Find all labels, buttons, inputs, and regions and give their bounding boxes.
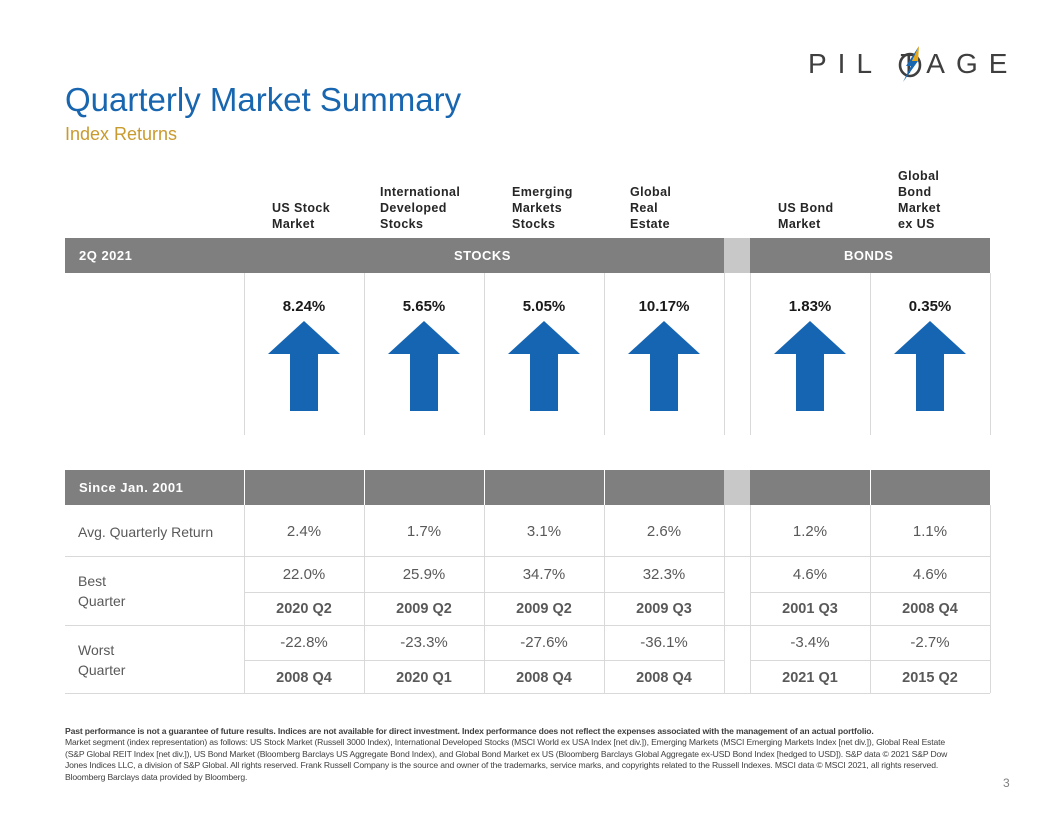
worst-value-global-bond-ex-us: -2.7% — [910, 634, 950, 651]
divider — [364, 470, 365, 505]
divider — [484, 273, 485, 435]
quarter-bar-gap — [724, 238, 750, 273]
divider — [244, 273, 245, 435]
worst-value-us-stock: -22.8% — [280, 634, 328, 651]
page-title: Quarterly Market Summary — [65, 81, 462, 118]
best-quarter-global-bond-ex-us: 2008 Q4 — [902, 601, 958, 617]
divider — [364, 505, 365, 693]
quarter-header-bar — [65, 238, 724, 273]
best-value-us-bond: 4.6% — [792, 566, 828, 583]
page-subtitle: Index Returns — [65, 124, 178, 144]
worst-quarter-us-bond: 2021 Q1 — [782, 670, 838, 686]
divider — [244, 505, 245, 693]
divider — [870, 505, 871, 693]
return-emerging: 5.05% — [522, 298, 566, 315]
up-arrow-icon — [894, 321, 966, 411]
worst-quarter-global-bond-ex-us: 2015 Q2 — [902, 670, 958, 686]
disclaimer-text: Past performance is not a guarantee of f… — [65, 726, 874, 736]
bonds-label: BONDS — [844, 248, 894, 263]
best-value-us-stock: 22.0% — [282, 566, 326, 583]
column-header-us-bond: US Bond Market — [778, 201, 834, 231]
divider — [484, 505, 485, 693]
best-value-emerging: 34.7% — [522, 566, 566, 583]
best-quarter-us-stock: 2020 Q2 — [276, 601, 332, 617]
worst-value-emerging: -27.6% — [520, 634, 568, 651]
divider — [604, 273, 605, 435]
row-divider — [65, 693, 990, 694]
worst-value-us-bond: -3.4% — [790, 634, 830, 651]
page-number: 3 — [1003, 776, 1010, 790]
divider — [604, 470, 605, 505]
best-quarter-label: Best Quarter — [78, 573, 126, 609]
worst-quarter-emerging: 2008 Q4 — [516, 670, 572, 686]
avg-us-stock: 2.4% — [286, 523, 322, 540]
avg-global-real-estate: 2.6% — [646, 523, 682, 540]
return-global-real-estate: 10.17% — [638, 298, 690, 315]
since-bar-gap — [724, 470, 750, 505]
up-arrow-icon — [774, 321, 846, 411]
up-arrow-icon — [388, 321, 460, 411]
avg-global-bond-ex-us: 1.1% — [912, 523, 948, 540]
divider — [750, 273, 751, 435]
avg-us-bond: 1.2% — [792, 523, 828, 540]
up-arrow-icon — [628, 321, 700, 411]
row-divider — [244, 660, 724, 661]
stocks-label: STOCKS — [454, 248, 511, 263]
bonds-header-bar — [750, 238, 990, 273]
divider — [724, 273, 725, 435]
worst-quarter-us-stock: 2008 Q4 — [276, 670, 332, 686]
return-us-bond: 1.83% — [788, 298, 832, 315]
divider — [750, 505, 751, 693]
column-header-global-bond-ex-us: Global Bond Market ex US — [898, 169, 941, 231]
return-global-bond-ex-us: 0.35% — [908, 298, 952, 315]
worst-quarter-intl-developed: 2020 Q1 — [396, 670, 452, 686]
worst-quarter-global-real-estate: 2008 Q4 — [636, 670, 692, 686]
best-value-intl-developed: 25.9% — [402, 566, 446, 583]
row-divider — [750, 592, 990, 593]
divider — [604, 505, 605, 693]
divider — [364, 273, 365, 435]
divider — [990, 505, 991, 693]
avg-quarterly-return-label: Avg. Quarterly Return — [78, 524, 214, 540]
divider — [484, 470, 485, 505]
divider — [870, 470, 871, 505]
column-header-us-stock: US Stock Market — [272, 201, 331, 231]
best-value-global-bond-ex-us: 4.6% — [912, 566, 948, 583]
return-intl-developed: 5.65% — [402, 298, 446, 315]
row-divider — [65, 556, 990, 557]
best-quarter-us-bond: 2001 Q3 — [782, 601, 838, 617]
divider — [870, 273, 871, 435]
column-header-intl-developed: International Developed Stocks — [380, 185, 461, 231]
row-divider — [65, 625, 990, 626]
divider — [244, 470, 245, 505]
column-header-emerging: Emerging Markets Stocks — [512, 185, 573, 231]
worst-value-intl-developed: -23.3% — [400, 634, 448, 651]
since-header-bar — [65, 470, 724, 505]
avg-emerging: 3.1% — [526, 523, 562, 540]
column-header-global-real-estate: Global Real Estate — [630, 185, 672, 231]
divider — [990, 273, 991, 435]
worst-value-global-real-estate: -36.1% — [640, 634, 688, 651]
quarter-period-label: 2Q 2021 — [79, 248, 133, 263]
best-quarter-emerging: 2009 Q2 — [516, 601, 572, 617]
up-arrow-icon — [508, 321, 580, 411]
up-arrow-icon — [268, 321, 340, 411]
pilotage-logo: PIL TAGE — [808, 46, 1007, 82]
return-us-stock: 8.24% — [282, 298, 326, 315]
worst-quarter-label: Worst Quarter — [78, 642, 126, 678]
divider — [724, 505, 725, 693]
best-quarter-global-real-estate: 2009 Q3 — [636, 601, 692, 617]
since-period-label: Since Jan. 2001 — [79, 480, 184, 495]
index-notes-text: Market segment (index representation) as… — [65, 737, 948, 782]
lightning-bolt-icon — [898, 46, 922, 82]
best-quarter-intl-developed: 2009 Q2 — [396, 601, 452, 617]
row-divider — [750, 660, 990, 661]
best-value-global-real-estate: 32.3% — [642, 566, 686, 583]
row-divider — [244, 592, 724, 593]
footnote: Past performance is not a guarantee of f… — [65, 726, 965, 783]
avg-intl-developed: 1.7% — [406, 523, 442, 540]
